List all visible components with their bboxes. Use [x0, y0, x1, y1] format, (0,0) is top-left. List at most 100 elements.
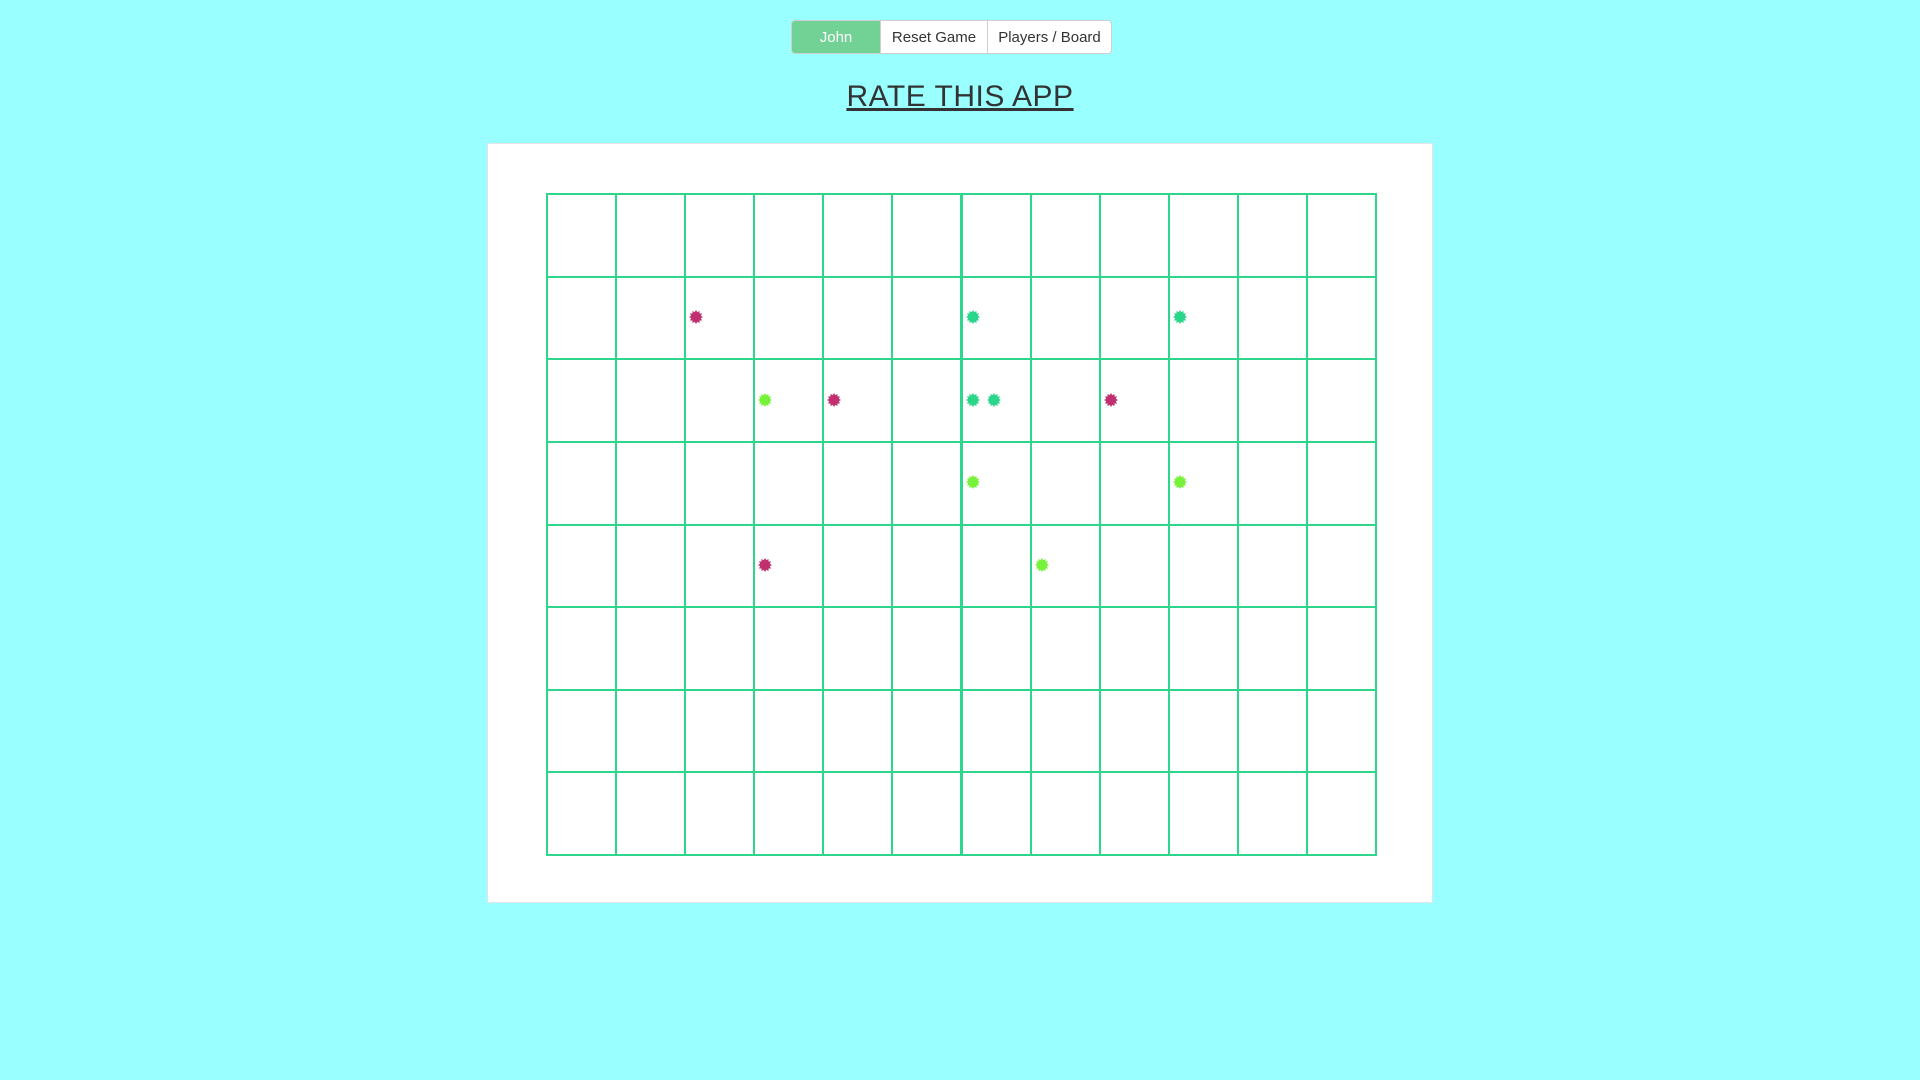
board-cell[interactable] [753, 606, 825, 691]
board-cell[interactable] [615, 275, 687, 361]
reset-game-button[interactable]: Reset Game [880, 21, 987, 53]
board-cell[interactable] [891, 193, 963, 278]
board-cell[interactable] [891, 771, 963, 856]
board-cell[interactable] [891, 606, 963, 691]
board-cell[interactable] [1167, 688, 1239, 774]
board-cell[interactable] [1236, 771, 1308, 856]
game-piece-star-icon[interactable] [965, 475, 980, 490]
board-cell[interactable] [753, 193, 825, 278]
players-board-button[interactable]: Players / Board [987, 21, 1111, 53]
board-cell[interactable] [960, 606, 1032, 691]
board-cell[interactable] [822, 606, 894, 691]
board-cell[interactable] [546, 193, 618, 278]
board-cell[interactable] [1167, 358, 1239, 443]
board-cell[interactable] [1236, 358, 1308, 443]
board-cell[interactable] [1236, 606, 1308, 691]
board-cell[interactable] [891, 358, 963, 443]
board-cell[interactable] [684, 440, 756, 526]
board-cell[interactable] [1305, 688, 1377, 774]
game-piece-star-icon[interactable] [689, 309, 704, 324]
board-cell[interactable] [546, 275, 618, 361]
board-cell[interactable] [1098, 523, 1170, 609]
board-cell[interactable] [753, 688, 825, 774]
board-cell[interactable] [546, 358, 618, 443]
board-cell[interactable] [960, 523, 1032, 609]
board-cell[interactable] [1098, 688, 1170, 774]
game-piece-star-icon[interactable] [1103, 392, 1118, 407]
board-cell[interactable] [960, 771, 1032, 856]
board-cell[interactable] [1098, 440, 1170, 526]
board-cell[interactable] [615, 440, 687, 526]
board-cell[interactable] [753, 440, 825, 526]
board-cell[interactable] [960, 193, 1032, 278]
board-cell[interactable] [1305, 606, 1377, 691]
board-cell[interactable] [753, 771, 825, 856]
board-cell[interactable] [1305, 193, 1377, 278]
board-cell[interactable] [546, 440, 618, 526]
board-cell[interactable] [1029, 771, 1101, 856]
board-cell[interactable] [546, 606, 618, 691]
board-cell[interactable] [1098, 193, 1170, 278]
board-cell[interactable] [684, 606, 756, 691]
board-cell[interactable] [822, 688, 894, 774]
board-cell[interactable] [684, 523, 756, 609]
current-player-button[interactable]: John [792, 21, 880, 53]
board-cell[interactable] [822, 275, 894, 361]
board-cell[interactable] [1167, 523, 1239, 609]
board-cell[interactable] [1167, 193, 1239, 278]
board-cell[interactable] [1167, 606, 1239, 691]
board-cell[interactable] [822, 440, 894, 526]
board-cell[interactable] [684, 193, 756, 278]
board-cell[interactable] [1098, 771, 1170, 856]
board-cell[interactable] [615, 523, 687, 609]
board-cell[interactable] [1236, 275, 1308, 361]
board-cell[interactable] [1029, 275, 1101, 361]
board-cell[interactable] [1098, 606, 1170, 691]
board-cell[interactable] [891, 440, 963, 526]
game-piece-star-icon[interactable] [965, 392, 980, 407]
board-cell[interactable] [891, 688, 963, 774]
board-cell[interactable] [684, 771, 756, 856]
board-cell[interactable] [1029, 440, 1101, 526]
board-cell[interactable] [684, 688, 756, 774]
game-piece-star-icon[interactable] [986, 392, 1001, 407]
board-cell[interactable] [546, 523, 618, 609]
game-piece-star-icon[interactable] [1034, 557, 1049, 572]
game-piece-star-icon[interactable] [758, 392, 773, 407]
board-cell[interactable] [1305, 523, 1377, 609]
board-cell[interactable] [1236, 523, 1308, 609]
board-cell[interactable] [1305, 358, 1377, 443]
board-cell[interactable] [822, 193, 894, 278]
game-piece-star-icon[interactable] [1172, 309, 1187, 324]
board-cell[interactable] [1236, 688, 1308, 774]
board-cell[interactable] [1029, 193, 1101, 278]
board-cell[interactable] [891, 523, 963, 609]
board-cell[interactable] [1029, 688, 1101, 774]
board-cell[interactable] [960, 688, 1032, 774]
board-cell[interactable] [546, 688, 618, 774]
board-cell[interactable] [753, 275, 825, 361]
board-cell[interactable] [615, 771, 687, 856]
board-cell[interactable] [684, 358, 756, 443]
game-piece-star-icon[interactable] [965, 309, 980, 324]
board-cell[interactable] [1236, 193, 1308, 278]
board-cell[interactable] [1029, 606, 1101, 691]
board-cell[interactable] [546, 771, 618, 856]
board-cell[interactable] [822, 523, 894, 609]
game-board[interactable] [546, 193, 1377, 856]
board-cell[interactable] [822, 771, 894, 856]
board-cell[interactable] [1167, 771, 1239, 856]
rate-this-app-link[interactable]: RATE THIS APP [846, 80, 1074, 113]
board-cell[interactable] [1305, 275, 1377, 361]
board-cell[interactable] [1305, 440, 1377, 526]
board-cell[interactable] [615, 358, 687, 443]
board-cell[interactable] [1236, 440, 1308, 526]
game-piece-star-icon[interactable] [758, 557, 773, 572]
board-cell[interactable] [615, 193, 687, 278]
board-cell[interactable] [615, 688, 687, 774]
game-piece-star-icon[interactable] [827, 392, 842, 407]
board-cell[interactable] [1029, 358, 1101, 443]
board-cell[interactable] [615, 606, 687, 691]
board-cell[interactable] [1305, 771, 1377, 856]
board-cell[interactable] [891, 275, 963, 361]
